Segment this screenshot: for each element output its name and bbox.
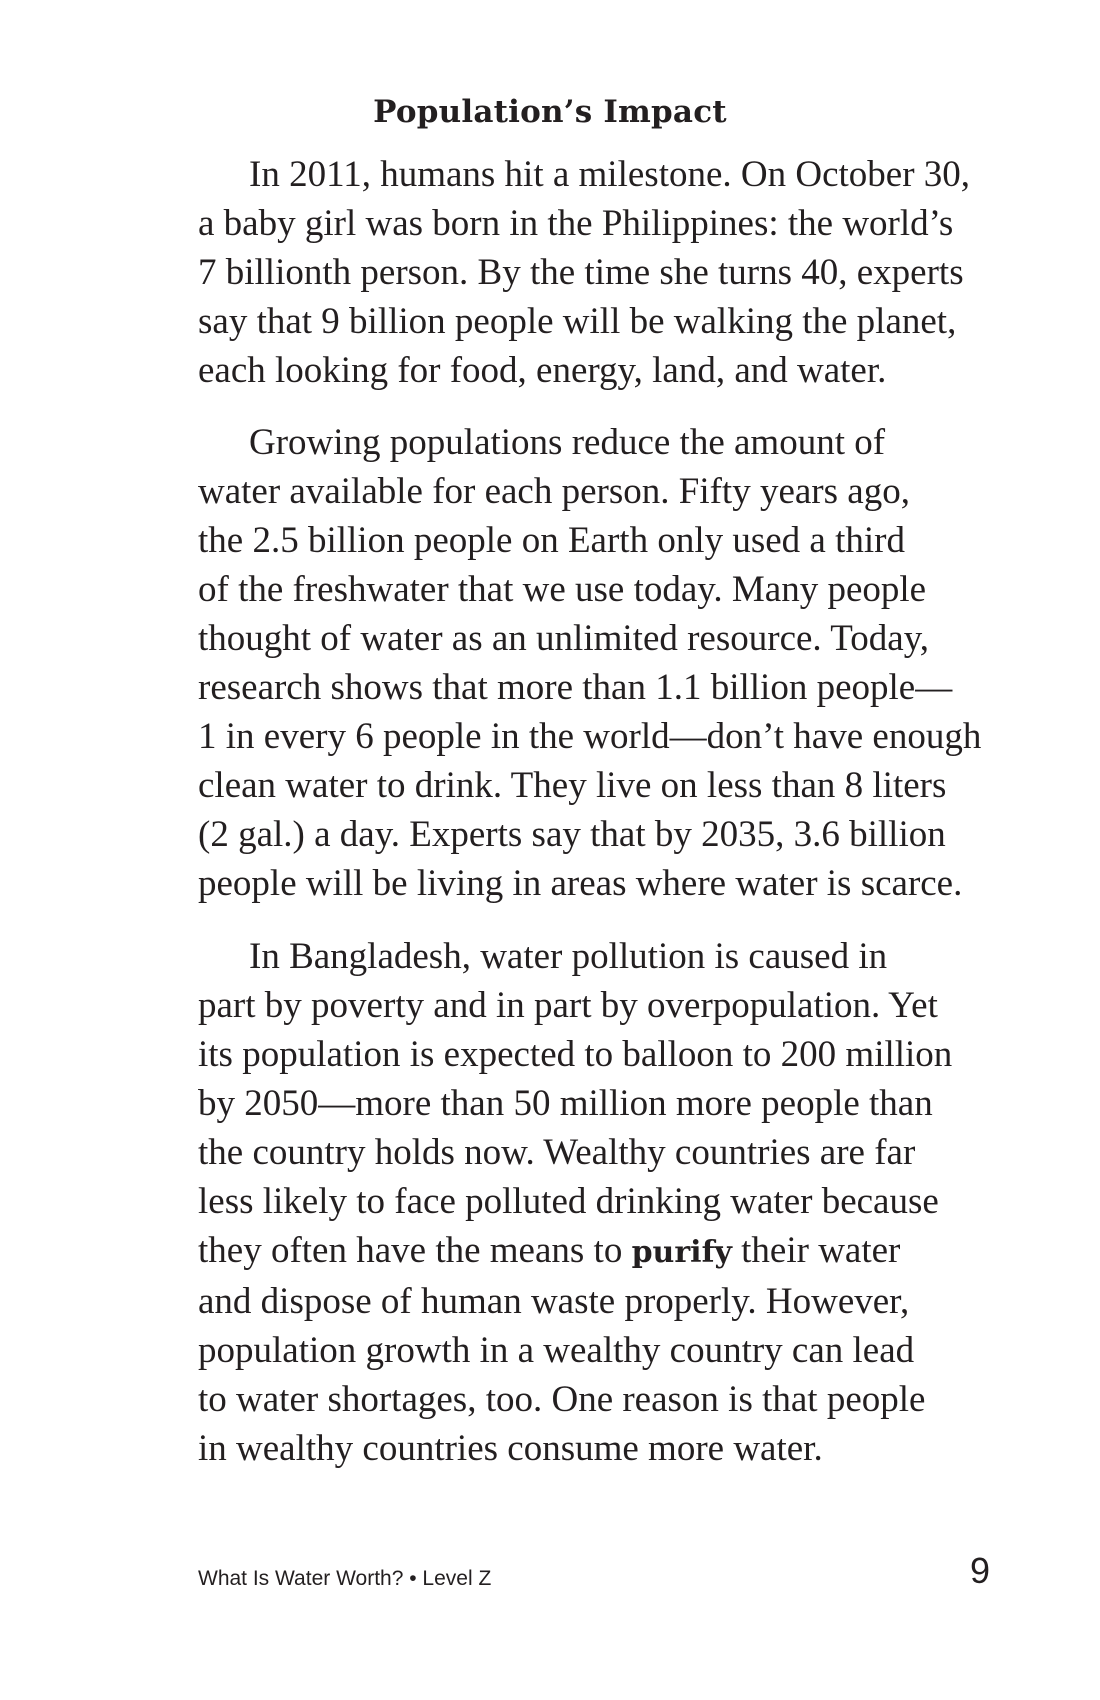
text-line: water available for each person. Fifty y… [198,471,910,512]
text-line: less likely to face polluted drinking wa… [198,1181,939,1222]
text-line: the country holds now. Wealthy countries… [198,1132,916,1173]
paragraph-2: Growing populations reduce the amount of… [198,418,1018,908]
text-line: 1 in every 6 people in the world—don’t h… [198,716,982,757]
text-line-with-glossary-term: they often have the means to purify thei… [198,1226,1018,1277]
text-line: In 2011, humans hit a milestone. On Octo… [249,154,971,195]
text-segment: they often have the means to [198,1230,632,1271]
text-line: Growing populations reduce the amount of [249,422,886,463]
text-line: In Bangladesh, water pollution is caused… [249,936,888,977]
text-line: of the freshwater that we use today. Man… [198,569,927,610]
text-line: say that 9 billion people will be walkin… [198,301,957,342]
text-line: each looking for food, energy, land, and… [198,350,887,391]
text-line: part by poverty and in part by overpopul… [198,985,938,1026]
text-line: a baby girl was born in the Philippines:… [198,203,954,244]
text-line: the 2.5 billion people on Earth only use… [198,520,905,561]
text-line: in wealthy countries consume more water. [198,1428,823,1469]
text-segment: their water [731,1230,901,1271]
text-line: (2 gal.) a day. Experts say that by 2035… [198,814,946,855]
text-line: by 2050—more than 50 million more people… [198,1083,933,1124]
page-number: 9 [969,1550,990,1591]
footer-book-title: What Is Water Worth? • Level Z [198,1567,492,1590]
paragraph-1: In 2011, humans hit a milestone. On Octo… [198,150,1018,395]
text-line: thought of water as an unlimited resourc… [198,618,930,659]
text-line: to water shortages, too. One reason is t… [198,1379,926,1420]
text-line: and dispose of human waste properly. How… [198,1281,910,1322]
text-line: research shows that more than 1.1 billio… [198,667,953,708]
text-line: clean water to drink. They live on less … [198,765,947,806]
text-line: population growth in a wealthy country c… [198,1330,915,1371]
text-line: its population is expected to balloon to… [198,1034,953,1075]
section-heading: Population’s Impact [373,94,727,130]
text-line: people will be living in areas where wat… [198,863,963,904]
glossary-term: purify [631,1235,732,1270]
paragraph-3: In Bangladesh, water pollution is caused… [198,932,1018,1473]
text-line: 7 billionth person. By the time she turn… [198,252,964,293]
